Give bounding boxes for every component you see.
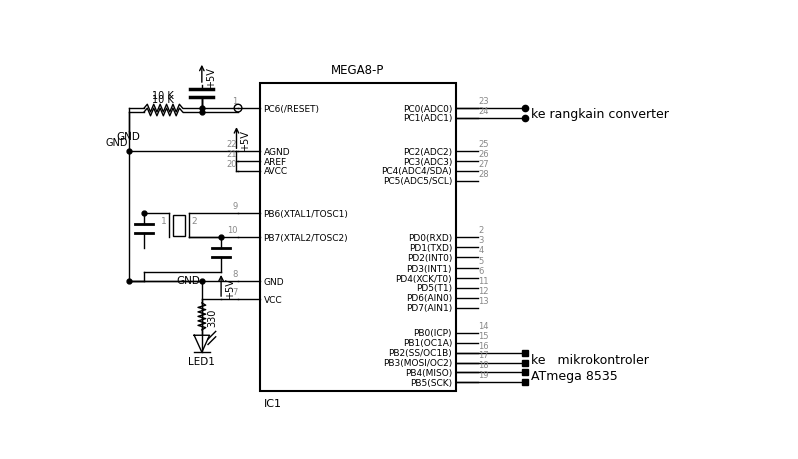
Text: 11: 11 — [478, 276, 488, 285]
Text: GND: GND — [117, 132, 140, 142]
Text: PC6(/RESET): PC6(/RESET) — [263, 104, 319, 113]
Text: 20: 20 — [227, 160, 237, 168]
Text: 4: 4 — [478, 246, 484, 255]
Text: 10 K: 10 K — [152, 95, 174, 105]
Text: PB3(MOSI/OC2): PB3(MOSI/OC2) — [383, 358, 452, 367]
Text: 15: 15 — [478, 331, 488, 340]
Text: PD3(INT1): PD3(INT1) — [407, 264, 452, 273]
Text: PB7(XTAL2/TOSC2): PB7(XTAL2/TOSC2) — [263, 234, 348, 242]
Text: PD4(XCK/T0): PD4(XCK/T0) — [396, 274, 452, 283]
Text: +5V: +5V — [225, 278, 235, 298]
Text: VCC: VCC — [263, 295, 282, 304]
Bar — [172, 215, 185, 237]
Text: 12: 12 — [478, 286, 488, 295]
Text: AGND: AGND — [263, 147, 290, 157]
Text: PD7(AIN1): PD7(AIN1) — [406, 303, 452, 313]
Bar — [259, 84, 456, 392]
Text: AREF: AREF — [263, 157, 286, 166]
Text: 6: 6 — [478, 267, 484, 275]
Text: +5V: +5V — [206, 67, 215, 87]
Text: PB5(SCK): PB5(SCK) — [410, 378, 452, 387]
Text: PC0(ADC0): PC0(ADC0) — [403, 104, 452, 113]
Text: 13: 13 — [478, 296, 489, 305]
Text: 3: 3 — [478, 236, 484, 245]
Text: 5: 5 — [478, 257, 484, 266]
Text: ke rangkain converter: ke rangkain converter — [531, 107, 670, 120]
Text: ke   mikrokontroler: ke mikrokontroler — [531, 353, 650, 366]
Text: PD6(AIN0): PD6(AIN0) — [406, 294, 452, 302]
Text: PC4(ADC4/SDA): PC4(ADC4/SDA) — [381, 167, 452, 176]
Text: 10 K: 10 K — [152, 91, 174, 101]
Text: PB4(MISO): PB4(MISO) — [405, 368, 452, 377]
Text: PD0(RXD): PD0(RXD) — [408, 234, 452, 242]
Text: 25: 25 — [478, 140, 488, 149]
Text: PB0(ICP): PB0(ICP) — [413, 329, 452, 338]
Text: 18: 18 — [478, 360, 489, 369]
Text: 24: 24 — [478, 106, 488, 116]
Text: PC1(ADC1): PC1(ADC1) — [403, 114, 452, 123]
Text: PB6(XTAL1/TOSC1): PB6(XTAL1/TOSC1) — [263, 209, 348, 218]
Text: +5V: +5V — [240, 130, 251, 151]
Text: 26: 26 — [478, 150, 489, 159]
Text: 28: 28 — [478, 169, 489, 178]
Text: PC5(ADC5/SCL): PC5(ADC5/SCL) — [383, 177, 452, 186]
Text: PC2(ADC2): PC2(ADC2) — [403, 147, 452, 157]
Text: PC3(ADC3): PC3(ADC3) — [403, 157, 452, 166]
Text: 8: 8 — [232, 269, 237, 279]
Text: 330: 330 — [207, 308, 217, 326]
Text: ATmega 8535: ATmega 8535 — [531, 369, 618, 382]
Text: 2: 2 — [191, 216, 196, 225]
Text: PB1(OC1A): PB1(OC1A) — [403, 339, 452, 347]
Text: 16: 16 — [478, 341, 489, 350]
Text: GND: GND — [263, 277, 284, 286]
Text: LED1: LED1 — [188, 356, 215, 366]
Text: 22: 22 — [227, 140, 237, 149]
Text: 14: 14 — [478, 321, 488, 330]
Text: 19: 19 — [478, 370, 488, 379]
Text: 1: 1 — [160, 216, 167, 225]
Text: PD2(INT0): PD2(INT0) — [407, 253, 452, 262]
Text: 23: 23 — [478, 97, 489, 106]
Text: 10: 10 — [227, 226, 237, 235]
Text: 7: 7 — [232, 287, 237, 297]
Text: 27: 27 — [478, 160, 489, 168]
Text: 1: 1 — [232, 97, 237, 106]
Text: PD1(TXD): PD1(TXD) — [409, 243, 452, 252]
Text: 2: 2 — [478, 226, 484, 235]
Text: 21: 21 — [227, 150, 237, 159]
Text: GND: GND — [176, 275, 200, 285]
Text: PD5(T1): PD5(T1) — [416, 284, 452, 293]
Text: AVCC: AVCC — [263, 167, 287, 176]
Text: MEGA8-P: MEGA8-P — [331, 64, 385, 77]
Text: PB2(SS/OC1B): PB2(SS/OC1B) — [389, 348, 452, 358]
Text: 17: 17 — [478, 351, 489, 360]
Text: IC1: IC1 — [263, 398, 282, 408]
Text: 9: 9 — [232, 202, 237, 211]
Text: GND: GND — [106, 137, 128, 147]
